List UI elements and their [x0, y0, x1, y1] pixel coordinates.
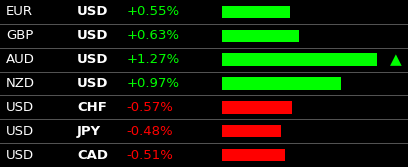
Text: USD: USD	[77, 77, 109, 90]
Text: ▲: ▲	[390, 52, 401, 67]
Text: USD: USD	[6, 125, 34, 138]
Text: -0.48%: -0.48%	[126, 125, 173, 138]
Text: +0.63%: +0.63%	[126, 29, 180, 42]
Text: -0.51%: -0.51%	[126, 149, 173, 161]
Bar	[222, 53, 377, 66]
Text: GBP: GBP	[6, 29, 33, 42]
Text: CHF: CHF	[77, 101, 107, 114]
Bar	[222, 30, 299, 42]
Text: USD: USD	[77, 6, 109, 18]
Text: USD: USD	[6, 149, 34, 161]
Bar	[222, 149, 285, 161]
Text: CAD: CAD	[77, 149, 108, 161]
Text: NZD: NZD	[6, 77, 35, 90]
Bar	[222, 125, 281, 137]
Text: USD: USD	[77, 53, 109, 66]
Bar	[222, 101, 292, 114]
Text: +0.97%: +0.97%	[126, 77, 180, 90]
Text: USD: USD	[77, 29, 109, 42]
Text: +0.55%: +0.55%	[126, 6, 180, 18]
Text: EUR: EUR	[6, 6, 33, 18]
Text: AUD: AUD	[6, 53, 35, 66]
Text: -0.57%: -0.57%	[126, 101, 173, 114]
Bar	[222, 6, 290, 18]
Text: USD: USD	[6, 101, 34, 114]
Text: +1.27%: +1.27%	[126, 53, 180, 66]
Text: JPY: JPY	[77, 125, 101, 138]
Bar	[222, 77, 341, 90]
